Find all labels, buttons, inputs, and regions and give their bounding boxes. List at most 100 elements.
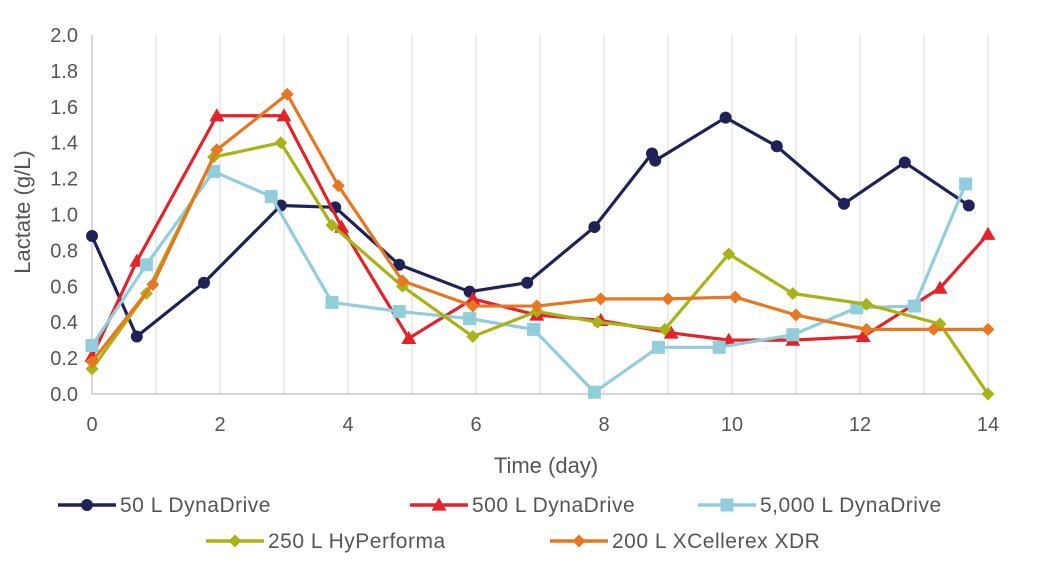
data-point (530, 299, 544, 313)
legend-item: 50 L DynaDrive (58, 494, 271, 517)
data-point (859, 322, 873, 336)
x-tick-label: 2 (214, 414, 225, 436)
data-point (198, 276, 210, 289)
legend-swatch-marker (572, 534, 586, 548)
y-tick-label: 0.0 (50, 384, 78, 406)
data-point (587, 385, 601, 399)
legend: 50 L DynaDrive 500 L DynaDrive 5,000 L Dyn… (58, 494, 941, 553)
x-tick-label: 10 (721, 414, 743, 436)
tick-labels: 0.0 0.2 0.4 0.6 0.8 1.0 1.2 1.4 1.6 1.8 2.0 0 2 4 6 8 10… (50, 25, 999, 436)
data-point (907, 299, 921, 313)
data-point (712, 340, 726, 354)
y-tick-label: 1.0 (50, 205, 78, 227)
data-point (719, 111, 732, 124)
axes (91, 35, 988, 395)
data-point (651, 340, 665, 354)
legend-swatch-marker (228, 534, 242, 548)
data-point (959, 177, 973, 191)
data-point (789, 308, 803, 322)
legend-swatch-marker (81, 499, 93, 511)
data-point (463, 312, 477, 326)
data-point (591, 315, 605, 329)
data-point (280, 87, 294, 101)
y-tick-label: 2.0 (50, 25, 78, 47)
legend-label: 200 L XCellerex XDR (612, 530, 820, 553)
series-layer (84, 87, 996, 401)
series-0 (86, 111, 975, 343)
data-point (588, 221, 601, 234)
data-point (85, 355, 99, 369)
data-point (855, 329, 871, 343)
data-point (85, 362, 99, 376)
legend-item: 5,000 L DynaDrive (698, 494, 941, 517)
data-point (86, 230, 98, 243)
data-point (325, 218, 339, 232)
x-tick-label: 8 (598, 414, 609, 436)
data-point (962, 199, 975, 212)
data-point (466, 299, 480, 313)
x-tick-label: 6 (470, 414, 481, 436)
data-point (392, 304, 406, 318)
data-point (393, 258, 406, 271)
data-point (274, 136, 288, 150)
data-point (130, 330, 143, 343)
data-point (932, 280, 948, 294)
legend-item: 250 L HyPerforma (206, 530, 446, 553)
y-tick-label: 1.8 (50, 61, 78, 83)
y-tick-label: 1.6 (50, 97, 78, 119)
data-point (649, 154, 662, 167)
data-point (527, 322, 541, 336)
series-2 (85, 164, 973, 399)
y-tick-label: 0.2 (50, 348, 78, 370)
series-4 (85, 87, 995, 369)
data-point (85, 339, 99, 353)
y-tick-label: 1.2 (50, 169, 78, 191)
data-point (786, 286, 800, 300)
legend-label: 500 L DynaDrive (472, 494, 635, 517)
legend-swatch-marker (720, 498, 734, 512)
legend-label: 50 L DynaDrive (120, 494, 271, 517)
legend-swatch-marker (431, 497, 447, 511)
legend-item: 200 L XCellerex XDR (550, 530, 820, 553)
data-point (209, 108, 225, 122)
data-point (331, 179, 345, 193)
data-point (395, 274, 409, 288)
data-point (594, 292, 608, 306)
data-point (728, 290, 742, 304)
data-point (980, 226, 996, 240)
data-point (264, 190, 278, 204)
data-point (663, 325, 679, 339)
data-point (139, 258, 153, 272)
data-point (722, 247, 736, 261)
data-point (325, 295, 339, 309)
data-point (146, 278, 160, 292)
data-point (898, 156, 911, 169)
data-point (786, 328, 800, 342)
y-tick-label: 0.6 (50, 276, 78, 298)
x-axis-title: Time (day) (494, 453, 598, 478)
data-point (770, 140, 783, 153)
data-point (658, 322, 672, 336)
data-point (981, 322, 995, 336)
data-point (207, 164, 221, 178)
data-point (859, 297, 873, 311)
data-point (981, 387, 995, 401)
data-point (465, 291, 481, 305)
data-point (661, 292, 675, 306)
x-tick-label: 0 (86, 414, 97, 436)
x-tick-label: 12 (849, 414, 871, 436)
data-point (521, 276, 534, 289)
y-tick-label: 1.4 (50, 133, 78, 155)
y-axis-title: Lactate (g/L) (10, 150, 35, 274)
data-point (210, 143, 224, 157)
data-point (276, 108, 292, 122)
grid (91, 35, 989, 394)
x-tick-label: 14 (977, 414, 999, 436)
legend-label: 250 L HyPerforma (268, 530, 446, 553)
data-point (401, 330, 417, 344)
legend-item: 500 L DynaDrive (410, 494, 635, 517)
x-tick-label: 4 (342, 414, 353, 436)
data-point (466, 330, 480, 344)
data-point (927, 322, 941, 336)
